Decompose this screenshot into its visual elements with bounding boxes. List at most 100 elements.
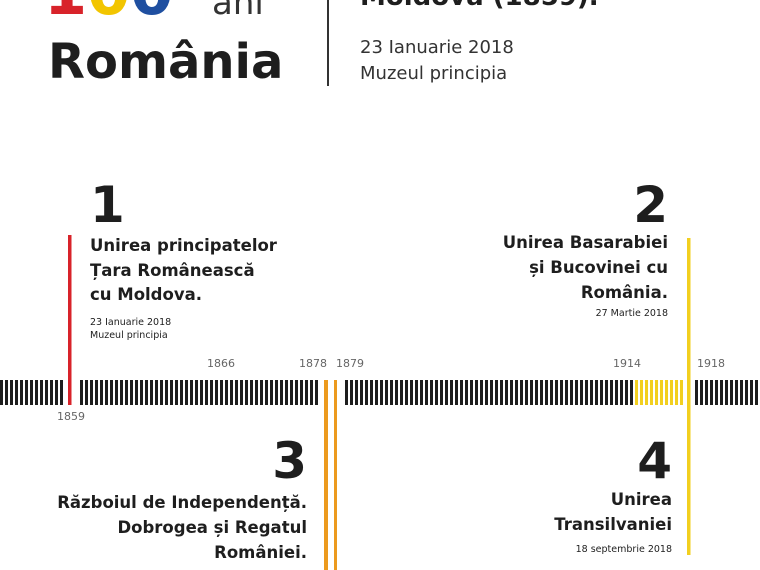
stripe — [50, 380, 53, 405]
stripe — [595, 380, 598, 405]
stripe — [215, 380, 218, 405]
stripe — [205, 380, 208, 405]
year-label: 1859 — [57, 410, 85, 423]
stripe — [430, 380, 433, 405]
stripe — [25, 380, 28, 405]
stripe — [250, 380, 253, 405]
stripe — [620, 380, 623, 405]
stripe — [665, 380, 668, 405]
stripe — [35, 380, 38, 405]
stripe — [255, 380, 258, 405]
stripe — [540, 380, 543, 405]
stripe — [345, 380, 348, 405]
stripe — [575, 380, 578, 405]
event-number: 2 — [633, 176, 668, 234]
event-title: și Bucovinei cu — [529, 258, 668, 277]
stripe — [265, 380, 268, 405]
event-title: Unirea — [611, 490, 672, 509]
stripe — [110, 380, 113, 405]
event-title: Țara Românească — [90, 261, 255, 280]
stripe — [570, 380, 573, 405]
event-number: 1 — [90, 176, 125, 234]
stripe — [625, 380, 628, 405]
stripe — [580, 380, 583, 405]
stripe — [350, 380, 353, 405]
stripe — [445, 380, 448, 405]
stripe — [5, 380, 8, 405]
stripe — [395, 380, 398, 405]
stripe — [405, 380, 408, 405]
stripe — [695, 380, 698, 405]
stripe — [725, 380, 728, 405]
stripe — [590, 380, 593, 405]
stripe — [470, 380, 473, 405]
event-title: Unirea Basarabiei — [503, 233, 668, 252]
stripe — [210, 380, 213, 405]
event-date: 23 Ianuarie 2018 — [90, 317, 171, 328]
stripe — [0, 380, 3, 405]
event-number: 4 — [637, 432, 672, 490]
year-label: 1878 — [299, 357, 327, 370]
event-title: cu Moldova. — [90, 285, 202, 304]
stripe — [105, 380, 108, 405]
event-title: Războiul de Independență. — [57, 493, 307, 512]
stripe — [305, 380, 308, 405]
country: România — [48, 34, 283, 90]
stripe — [200, 380, 203, 405]
stripe — [20, 380, 23, 405]
year-label: 1918 — [697, 357, 725, 370]
stripe — [615, 380, 618, 405]
event-place: Muzeul principia — [90, 330, 168, 341]
stripe — [230, 380, 233, 405]
stripe — [705, 380, 708, 405]
stripe — [85, 380, 88, 405]
year-label: 1866 — [207, 357, 235, 370]
stripe — [565, 380, 568, 405]
event-title: România. — [581, 283, 668, 302]
stripe — [155, 380, 158, 405]
stripe — [175, 380, 178, 405]
stripe — [125, 380, 128, 405]
stripe — [720, 380, 723, 405]
stripe — [220, 380, 223, 405]
stripe — [505, 380, 508, 405]
stripe — [735, 380, 738, 405]
stripe — [165, 380, 168, 405]
stripe — [145, 380, 148, 405]
stripe — [275, 380, 278, 405]
stripe — [185, 380, 188, 405]
event-date: 27 Martie 2018 — [596, 308, 668, 319]
stripe — [415, 380, 418, 405]
stripe — [55, 380, 58, 405]
stripe — [225, 380, 228, 405]
timeline-band — [0, 380, 758, 405]
stripe — [460, 380, 463, 405]
stripe — [435, 380, 438, 405]
stripe — [715, 380, 718, 405]
stripe — [380, 380, 383, 405]
stripe — [730, 380, 733, 405]
stripe — [605, 380, 608, 405]
stripe — [755, 380, 758, 405]
stripe — [655, 380, 658, 405]
stripe — [675, 380, 678, 405]
stripe — [465, 380, 468, 405]
stripe — [645, 380, 648, 405]
stripe — [270, 380, 273, 405]
stripe — [240, 380, 243, 405]
stripe — [425, 380, 428, 405]
stripe — [555, 380, 558, 405]
stripe — [740, 380, 743, 405]
stripe — [295, 380, 298, 405]
stripe — [500, 380, 503, 405]
stripe — [535, 380, 538, 405]
event-line — [68, 235, 72, 405]
stripe — [285, 380, 288, 405]
stripe — [260, 380, 263, 405]
event-line — [324, 380, 328, 570]
stripe — [560, 380, 563, 405]
stripe — [600, 380, 603, 405]
stripe — [440, 380, 443, 405]
header-date: 23 Ianuarie 2018 — [360, 37, 514, 58]
stripe — [300, 380, 303, 405]
